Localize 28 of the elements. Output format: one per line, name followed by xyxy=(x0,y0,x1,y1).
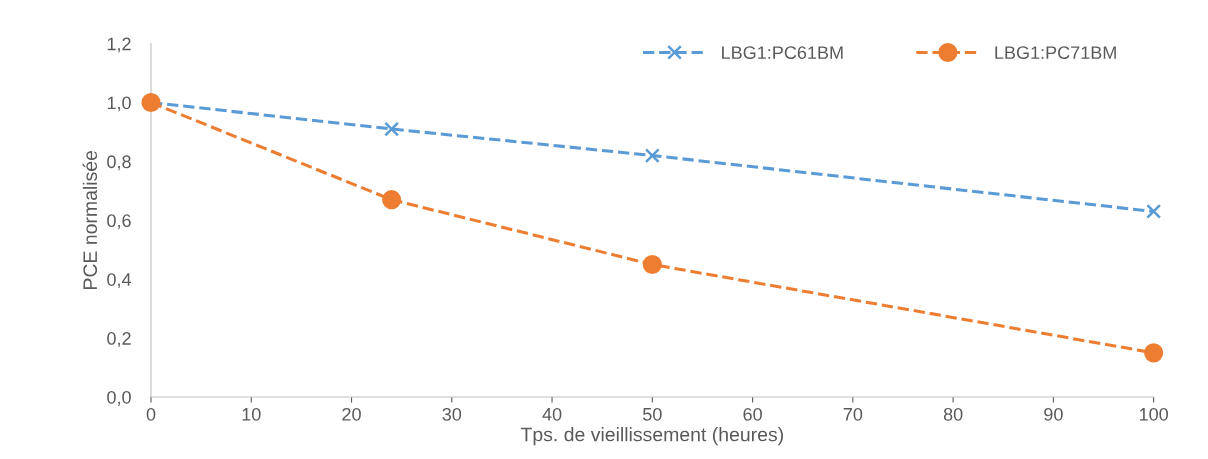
x-tick-label: 60 xyxy=(743,407,762,421)
y-tick-label: 1,2 xyxy=(107,37,131,53)
y-tick-label: 1,0 xyxy=(107,96,131,112)
x-tick-label: 100 xyxy=(1139,407,1168,421)
x-tick-label: 20 xyxy=(342,407,361,421)
point xyxy=(382,190,402,210)
x-tick-label: 30 xyxy=(442,407,462,421)
x-tick-label: 50 xyxy=(643,407,662,421)
x-axis-title: Tps. de vieillissement (heures) xyxy=(520,427,783,446)
point xyxy=(642,254,662,275)
y-tick-label: 0,2 xyxy=(107,332,131,347)
point xyxy=(644,148,660,164)
x-tick-label: 10 xyxy=(242,407,261,421)
y-axis-title: PCE normalisée xyxy=(82,150,98,289)
point xyxy=(384,121,400,137)
point xyxy=(1146,203,1162,219)
x-tick-label: 0 xyxy=(146,407,156,421)
y-tick-label: 0,0 xyxy=(107,390,131,406)
y-tick-label: 0,4 xyxy=(107,273,132,289)
x-tick-label: 70 xyxy=(843,407,863,421)
x-tick-label: 80 xyxy=(943,407,963,421)
y-tick-label: 0,8 xyxy=(107,155,131,171)
legend-label: LBG1:PC61BM xyxy=(722,46,843,59)
point xyxy=(1144,343,1164,363)
x-tick-label: 40 xyxy=(542,407,562,421)
y-tick-label: 0,6 xyxy=(107,214,131,230)
x-tick-label: 90 xyxy=(1044,407,1063,421)
legend-label: LBG1:PC71BM xyxy=(995,46,1116,59)
